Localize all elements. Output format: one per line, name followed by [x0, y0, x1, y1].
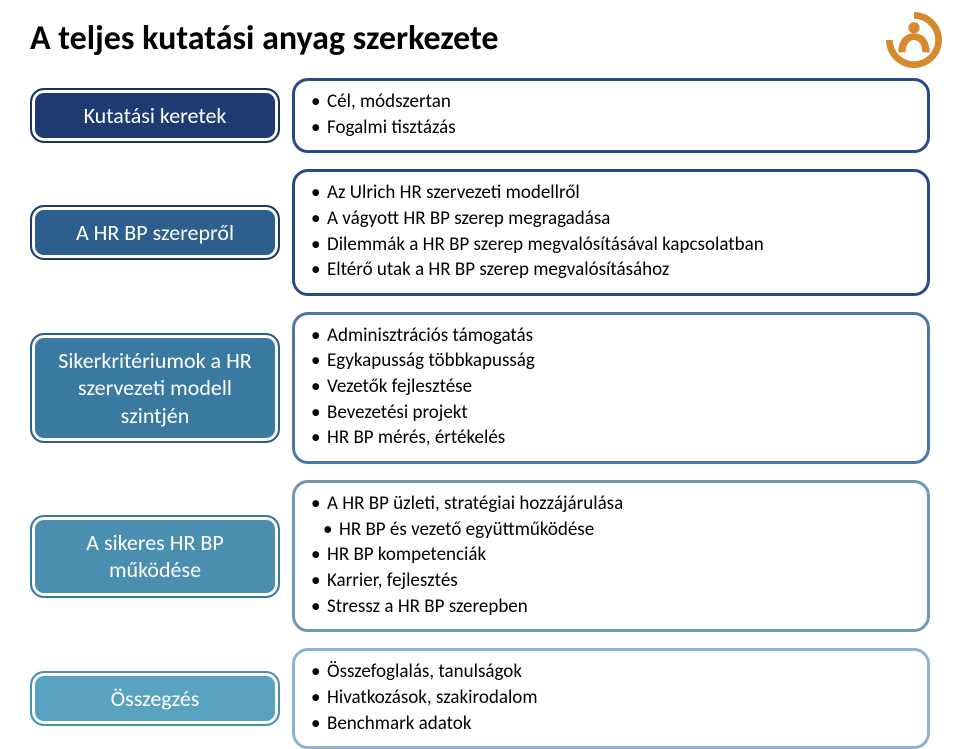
list-item: A vágyott HR BP szerep megragadása — [311, 206, 913, 232]
section-pill-sikerkriteriumok: Sikerkritériumok a HR szervezeti modell … — [30, 333, 280, 444]
list-item: Karrier, fejlesztés — [311, 568, 913, 594]
section-pill-kutatasi-keretek: Kutatási keretek — [30, 88, 280, 144]
section-panel: Az Ulrich HR szervezeti modellrőlA vágyo… — [292, 169, 930, 296]
list-item: Eltérő utak a HR BP szerep megvalósításá… — [311, 257, 913, 283]
page-title: A teljes kutatási anyag szerkezete — [0, 0, 960, 69]
pill-wrap: Kutatási keretek — [30, 78, 280, 153]
list-item: Bevezetési projekt — [311, 400, 913, 426]
list-item: Összefoglalás, tanulságok — [311, 659, 913, 685]
pill-wrap: Sikerkritériumok a HR szervezeti modell … — [30, 312, 280, 464]
pill-wrap: A sikeres HR BP működése — [30, 480, 280, 632]
section-pill-sikeres-hr-bp: A sikeres HR BP működése — [30, 515, 280, 598]
pill-wrap: Összegzés — [30, 648, 280, 749]
list-item: HR BP mérés, értékelés — [311, 425, 913, 451]
list-item: Az Ulrich HR szervezeti modellről — [311, 180, 913, 206]
section-panel: Cél, módszertanFogalmi tisztázás — [292, 78, 930, 153]
list-item: Dilemmák a HR BP szerep megvalósításával… — [311, 232, 913, 258]
section-panel: Összefoglalás, tanulságokHivatkozások, s… — [292, 648, 930, 749]
diagram-row: A HR BP szerepről Az Ulrich HR szervezet… — [30, 169, 930, 296]
list-item: Vezetők fejlesztése — [311, 374, 913, 400]
section-panel: Adminisztrációs támogatásEgykapusság töb… — [292, 312, 930, 464]
diagram-row: Kutatási keretek Cél, módszertanFogalmi … — [30, 78, 930, 153]
pill-wrap: A HR BP szerepről — [30, 169, 280, 296]
list-item: Benchmark adatok — [311, 711, 913, 737]
list-item: Stressz a HR BP szerepben — [311, 594, 913, 620]
section-pill-osszegzes: Összegzés — [30, 671, 280, 727]
list-item: Cél, módszertan — [311, 89, 913, 115]
section-panel: A HR BP üzleti, stratégiai hozzájárulása… — [292, 480, 930, 632]
diagram-content: Kutatási keretek Cél, módszertanFogalmi … — [30, 78, 930, 749]
diagram-row: Összegzés Összefoglalás, tanulságokHivat… — [30, 648, 930, 749]
list-item: HR BP és vezető együttműködése — [311, 517, 913, 543]
list-item: Hivatkozások, szakirodalom — [311, 685, 913, 711]
list-item: Adminisztrációs támogatás — [311, 323, 913, 349]
list-item: Fogalmi tisztázás — [311, 115, 913, 141]
list-item: A HR BP üzleti, stratégiai hozzájárulása — [311, 491, 913, 517]
list-item: HR BP kompetenciák — [311, 542, 913, 568]
diagram-row: A sikeres HR BP működése A HR BP üzleti,… — [30, 480, 930, 632]
list-item: Egykapusság többkapusság — [311, 348, 913, 374]
diagram-row: Sikerkritériumok a HR szervezeti modell … — [30, 312, 930, 464]
section-pill-hr-bp-szereprol: A HR BP szerepről — [30, 205, 280, 261]
brand-logo — [886, 12, 942, 68]
